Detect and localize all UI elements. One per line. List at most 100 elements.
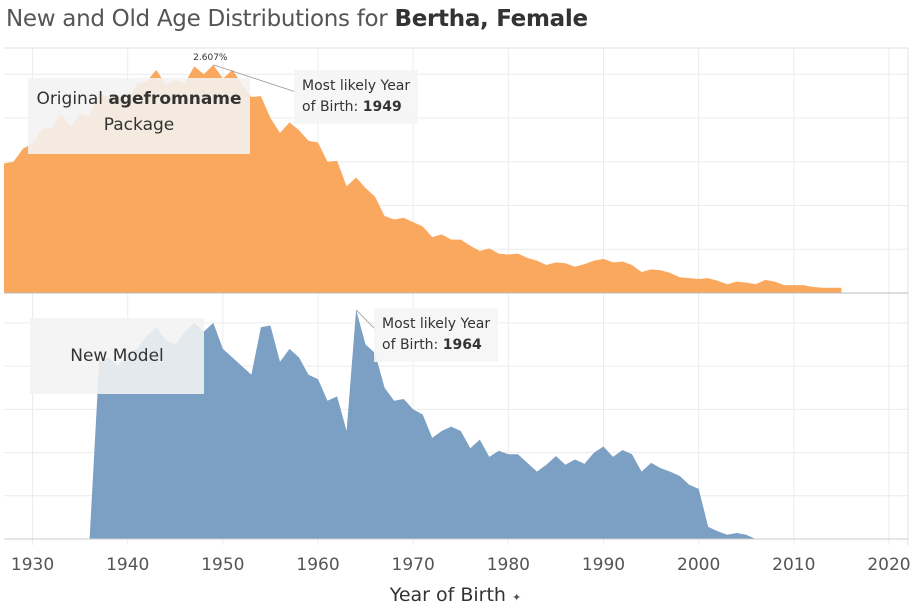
point-bottom-1970 xyxy=(412,408,415,411)
point-top-1989 xyxy=(593,259,596,262)
point-top-1992 xyxy=(621,260,624,263)
point-bottom-1956 xyxy=(279,360,282,363)
point-bottom-1959 xyxy=(307,373,310,376)
point-top-1996 xyxy=(659,269,662,272)
point-top-2000 xyxy=(697,278,700,281)
point-bottom-1968 xyxy=(393,399,396,402)
point-top-2011 xyxy=(802,284,805,287)
point-bottom-1950 xyxy=(221,347,224,350)
point-top-1959 xyxy=(307,139,310,142)
point-bottom-1963 xyxy=(345,430,348,433)
top-label-bold: agefromname xyxy=(108,89,242,109)
point-bottom-1957 xyxy=(288,347,291,350)
point-top-2003 xyxy=(726,283,729,286)
point-top-1972 xyxy=(431,236,434,239)
point-bottom-1986 xyxy=(564,463,567,466)
point-top-2007 xyxy=(764,278,767,281)
x-tick-1950: 1950 xyxy=(201,555,244,575)
point-bottom-1972 xyxy=(431,436,434,439)
point-bottom-2000 xyxy=(697,487,700,490)
point-bottom-1991 xyxy=(612,455,615,458)
point-bottom-2002 xyxy=(716,530,719,533)
top-label-line2: Package xyxy=(103,115,175,135)
point-bottom-1984 xyxy=(545,463,548,466)
point-top-2009 xyxy=(783,284,786,287)
point-bottom-1955 xyxy=(269,324,272,327)
point-bottom-1954 xyxy=(259,326,262,329)
point-bottom-1987 xyxy=(573,458,576,461)
point-bottom-1976 xyxy=(469,447,472,450)
title-prefix: New and Old Age Distributions for xyxy=(6,6,395,32)
top-annotation-prefix: of Birth: xyxy=(302,99,363,115)
point-top-1988 xyxy=(583,263,586,266)
title-name: Bertha, Female xyxy=(394,6,588,32)
point-top-2008 xyxy=(773,280,776,283)
x-tick-2020: 2020 xyxy=(867,555,910,575)
point-top-1987 xyxy=(573,265,576,268)
point-top-1929 xyxy=(22,147,25,150)
top-annotation: Most likely Year of Birth: 1949 xyxy=(294,70,419,124)
point-bottom-1962 xyxy=(336,395,339,398)
point-bottom-1967 xyxy=(383,386,386,389)
area-bottom xyxy=(80,310,756,539)
point-bottom-1977 xyxy=(478,438,481,441)
point-top-1978 xyxy=(488,247,491,250)
bottom-annotation-value: 1964 xyxy=(442,337,482,353)
point-top-1982 xyxy=(526,257,529,260)
point-top-2001 xyxy=(707,277,710,280)
point-bottom-1973 xyxy=(440,430,443,433)
chart-title: New and Old Age Distributions for Bertha… xyxy=(6,6,588,32)
point-top-1969 xyxy=(402,216,405,219)
point-top-1973 xyxy=(440,233,443,236)
point-top-1953 xyxy=(250,96,253,99)
point-top-2005 xyxy=(745,281,748,284)
point-top-1967 xyxy=(383,215,386,218)
point-top-1928 xyxy=(12,160,15,163)
point-top-2013 xyxy=(821,286,824,289)
point-top-2002 xyxy=(716,279,719,282)
point-bottom-2001 xyxy=(707,525,710,528)
point-top-1956 xyxy=(279,131,282,134)
top-annotation-line1: Most likely Year xyxy=(302,78,411,94)
point-top-1962 xyxy=(336,159,339,162)
point-top-1981 xyxy=(516,252,519,255)
point-bottom-1951 xyxy=(231,356,234,359)
point-bottom-1994 xyxy=(640,470,643,473)
point-bottom-1960 xyxy=(317,378,320,381)
x-tick-1990: 1990 xyxy=(582,555,625,575)
point-bottom-1999 xyxy=(688,483,691,486)
point-bottom-1985 xyxy=(554,455,557,458)
point-top-2015 xyxy=(840,286,843,289)
point-top-1998 xyxy=(678,276,681,279)
top-label-prefix: Original xyxy=(36,89,109,109)
point-bottom-1952 xyxy=(240,365,243,368)
top-annotation-leader xyxy=(213,64,297,93)
point-bottom-1980 xyxy=(507,453,510,456)
point-top-1954 xyxy=(259,95,262,98)
x-tick-2010: 2010 xyxy=(772,555,815,575)
point-bottom-2003 xyxy=(726,533,729,536)
point-bottom-1965 xyxy=(364,343,367,346)
point-bottom-1975 xyxy=(459,430,462,433)
x-tick-1930: 1930 xyxy=(11,555,54,575)
point-top-1927 xyxy=(3,162,6,165)
x-tick-1970: 1970 xyxy=(392,555,435,575)
x-axis-title-text: Year of Birth xyxy=(389,584,506,606)
point-top-1943 xyxy=(155,68,158,71)
pin-icon[interactable]: ✦ xyxy=(512,591,522,604)
point-top-1963 xyxy=(345,185,348,188)
point-top-1977 xyxy=(478,250,481,253)
point-bottom-1996 xyxy=(659,467,662,470)
point-bottom-1993 xyxy=(631,453,634,456)
point-top-1980 xyxy=(507,253,510,256)
x-tick-1980: 1980 xyxy=(487,555,530,575)
bottom-annotation: Most likely Year of Birth: 1964 xyxy=(374,308,499,362)
point-bottom-2005 xyxy=(745,533,748,536)
point-top-2010 xyxy=(792,284,795,287)
point-bottom-1958 xyxy=(298,356,301,359)
point-top-1990 xyxy=(602,257,605,260)
top-series-label: Original agefromname Package xyxy=(28,78,250,154)
point-top-2012 xyxy=(811,285,814,288)
point-top-1991 xyxy=(612,261,615,264)
point-bottom-1989 xyxy=(593,451,596,454)
